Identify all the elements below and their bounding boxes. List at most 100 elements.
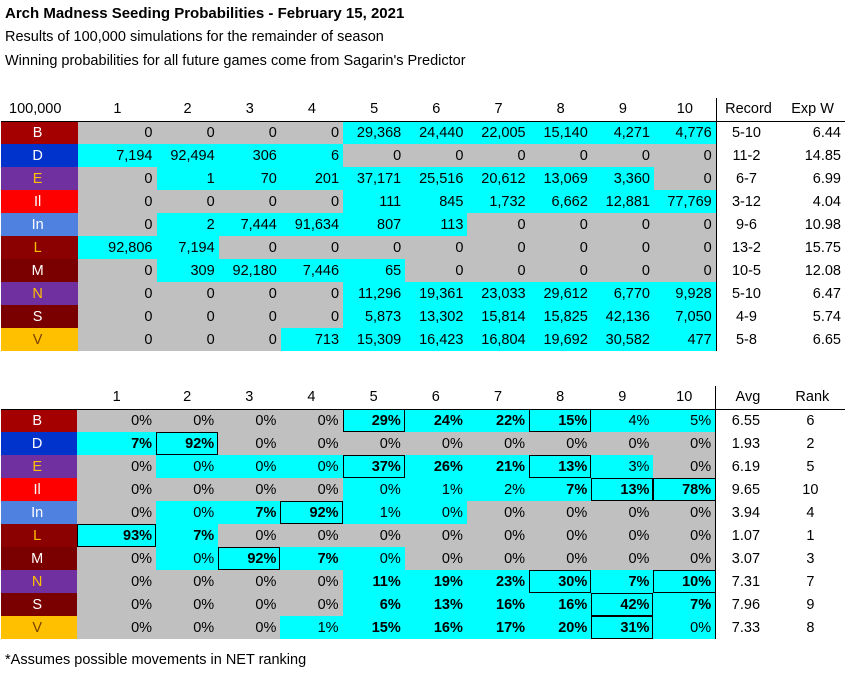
data-cell: 11% [342,570,405,593]
data-cell: 7% [218,501,281,524]
avg-value: 6.55 [715,409,780,432]
data-cell: 0% [156,570,219,593]
data-cell: 42% [591,593,654,616]
sheet-title: Arch Madness Seeding Probabilities - Feb… [5,5,405,22]
team-label-b: B [1,121,79,144]
team-label-n: N [1,570,78,593]
team-label-l: L [1,524,78,547]
data-cell: 0% [218,616,281,639]
data-cell: 0% [653,501,716,524]
avg-value: 9.65 [715,478,780,501]
data-cell: 0% [653,455,716,478]
data-cell: 0 [78,167,157,190]
data-cell: 0 [405,259,468,282]
data-cell: 26% [404,455,467,478]
data-cell: 0 [218,305,281,328]
data-cell: 0% [591,432,654,455]
table-row: Il 0 0 0 0 111 845 1,732 6,662 12,881 77,769 3-12 4.… [1,190,845,213]
data-cell: 23% [466,570,530,593]
data-cell: 6% [342,593,405,616]
data-cell: 1% [280,616,343,639]
data-cell: 7% [653,593,716,616]
data-cell: 42,136 [591,305,654,328]
team-label-d: D [1,432,78,455]
data-cell: 0 [654,259,717,282]
rank-value: 1 [806,527,815,544]
data-cell: 201 [280,167,344,190]
data-cell: 0 [156,305,219,328]
seed-header-7: 7 [467,98,530,122]
data-cell: 0% [280,593,343,616]
avg-value: 1.93 [715,432,780,455]
team-label-e: E [1,167,79,190]
table-row: S 0 0 0 0 5,873 13,302 15,814 15,825 42,136 7,050 4… [1,305,845,328]
expw-value: 6.65 [812,331,841,348]
data-cell: 0% [156,409,219,432]
record-value: 13-2 [715,236,781,259]
data-cell: 0% [591,547,654,570]
data-cell: 16% [529,593,592,616]
team-label-m: M [1,547,78,570]
data-cell: 0% [466,501,530,524]
data-cell: 309 [156,259,219,282]
data-cell: 15% [529,409,592,432]
data-cell: 0% [404,501,467,524]
data-cell: 0% [404,547,467,570]
table-row: M 0% 0% 92% 7% 0% 0% 0% 0% 0% 0% 3.07 3 [1,547,845,570]
record-value: 5-10 [715,282,781,305]
data-cell: 0 [280,305,344,328]
expw-value: 6.44 [812,124,841,141]
data-cell: 91,634 [280,213,344,236]
data-cell: 0 [467,236,530,259]
data-cell: 0 [529,144,592,167]
team-label-v: V [1,328,79,351]
data-cell: 0 [78,190,157,213]
data-cell: 7,050 [654,305,717,328]
table-row: L 93% 7% 0% 0% 0% 0% 0% 0% 0% 0% 1.07 1 [1,524,845,547]
data-cell: 0% [280,478,343,501]
data-cell: 31% [591,616,654,639]
rank-value: 7 [806,573,815,590]
data-cell: 92% [218,547,281,570]
record-value: 6-7 [715,167,781,190]
data-cell: 0% [77,409,157,432]
data-cell: 15% [342,616,405,639]
data-cell: 0 [591,213,654,236]
data-cell: 0% [218,478,281,501]
data-cell: 0 [218,121,281,144]
data-cell: 13% [591,478,654,501]
data-cell: 0% [156,455,219,478]
sheet-subtitle-predictor: Winning probabilities for all future gam… [5,53,466,69]
seed-header-1: 1 [78,98,157,122]
avg-value: 1.07 [715,524,780,547]
data-cell: 0 [529,213,592,236]
team-label-s: S [1,305,79,328]
data-cell: 3,360 [591,167,654,190]
team-label-s: S [1,593,78,616]
data-cell: 0% [77,593,157,616]
data-cell: 845 [405,190,468,213]
data-cell: 0% [466,432,530,455]
data-cell: 13% [529,455,592,478]
simulation-counts-table: 100,000 1 2 3 4 5 6 7 8 9 10 Record Exp W B 0 0 0 0 29,368… [1,98,845,351]
team-label-e: E [1,455,78,478]
data-cell: 0% [218,570,281,593]
data-cell: 0% [404,432,467,455]
data-cell: 9,928 [654,282,717,305]
team-label-b: B [1,409,78,432]
data-cell: 0% [218,455,281,478]
data-cell: 0 [654,236,717,259]
data-cell: 0% [77,478,157,501]
header-row: 100,000 1 2 3 4 5 6 7 8 9 10 Record Exp W [1,98,845,122]
table-row: L 92,806 7,194 0 0 0 0 0 0 0 0 13-2 15.75 [1,236,845,259]
data-cell: 7,194 [78,144,157,167]
data-cell: 30,582 [591,328,654,351]
avg-value: 7.33 [715,616,780,639]
data-cell: 0 [654,167,717,190]
data-cell: 713 [280,328,344,351]
data-cell: 0 [156,328,219,351]
table-row: Il 0% 0% 0% 0% 0% 1% 2% 7% 13% 78% 9.65 10 [1,478,845,501]
expw-value: 6.99 [812,170,841,187]
record-value: 4-9 [715,305,781,328]
rank-value: 3 [806,550,815,567]
